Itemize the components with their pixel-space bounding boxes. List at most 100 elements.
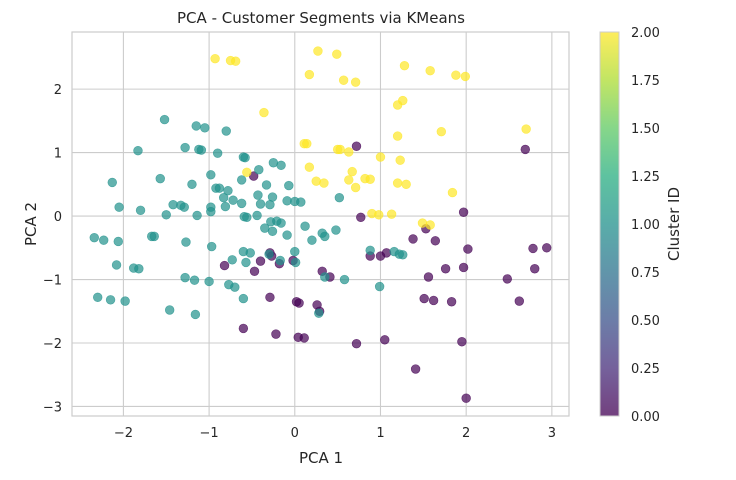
data-point-cluster-1 [89,232,99,243]
data-point-cluster-2 [425,220,435,230]
data-point-cluster-1 [252,210,262,221]
data-point-cluster-2 [347,166,357,177]
data-point-cluster-1 [334,192,345,203]
data-point-cluster-1 [93,292,103,303]
data-point-cluster-1 [211,183,221,193]
data-point-cluster-2 [436,126,447,137]
data-point-cluster-1 [200,123,210,133]
data-point-cluster-1 [206,241,217,252]
data-point-cluster-1 [204,276,214,287]
data-point-cluster-1 [282,230,292,240]
data-point-cluster-1 [190,309,201,320]
data-point-cluster-1 [320,272,330,282]
data-point-cluster-2 [311,176,321,186]
data-point-cluster-1 [181,237,191,247]
data-point-cluster-2 [398,95,408,106]
data-point-cluster-2 [395,155,405,165]
data-point-cluster-0 [419,293,429,304]
data-point-cluster-0 [423,272,434,282]
colorbar-label: Cluster ID [665,187,683,261]
data-point-cluster-1 [276,218,286,228]
data-point-cluster-0 [351,141,362,151]
data-point-cluster-1 [300,221,310,231]
data-point-cluster-1 [120,296,130,306]
data-point-cluster-0 [356,212,366,223]
data-point-cluster-0 [428,295,439,306]
data-point-cluster-1 [180,272,190,283]
data-point-cluster-0 [530,264,540,274]
data-point-cluster-1 [164,305,175,315]
y-tick-label: −3 [43,400,62,415]
colorbar: 0.00 0.25 0.50 0.75 1.00 1.25 1.50 1.75 2.00 Clu… [599,26,683,425]
data-point-cluster-2 [259,107,269,118]
data-point-cluster-2 [344,175,354,185]
data-point-cluster-1 [314,308,324,318]
data-point-cluster-2 [210,53,220,64]
data-point-cluster-1 [111,260,122,270]
data-point-cluster-1 [134,264,144,274]
data-point-cluster-0 [238,323,249,334]
data-point-cluster-0 [440,264,451,274]
data-point-cluster-0 [446,297,457,307]
colorbar-tick-label: 1.25 [631,170,660,185]
data-point-cluster-2 [302,139,312,149]
data-point-cluster-2 [304,69,315,80]
data-point-cluster-1 [179,202,189,212]
data-point-cluster-2 [344,147,354,157]
data-point-cluster-1 [114,202,124,212]
data-point-cluster-0 [458,262,469,273]
data-point-cluster-1 [238,293,249,304]
data-point-cluster-2 [447,187,458,198]
data-point-cluster-0 [408,234,418,244]
data-point-cluster-1 [220,201,231,212]
data-point-cluster-1 [196,145,207,155]
data-point-cluster-1 [189,275,200,285]
x-tick-label: 3 [548,426,556,441]
data-point-cluster-1 [245,248,255,258]
data-point-cluster-1 [107,177,117,188]
data-point-cluster-0 [294,298,304,308]
data-point-cluster-1 [365,245,375,256]
data-point-cluster-1 [241,257,251,268]
colorbar-tick-label: 1.75 [631,74,660,89]
data-point-cluster-1 [267,226,278,236]
data-point-cluster-1 [218,192,229,203]
data-point-cluster-2 [365,174,375,184]
data-point-cluster-2 [401,179,411,190]
data-point-cluster-1 [240,152,250,163]
data-point-cluster-0 [461,393,471,403]
data-point-cluster-1 [265,199,275,210]
data-point-cluster-0 [514,296,524,306]
data-point-cluster-0 [430,236,441,246]
data-point-cluster-2 [304,162,315,172]
x-axis-label: PCA 1 [299,449,343,467]
data-point-cluster-1 [221,126,231,136]
y-axis-label: PCA 2 [22,202,40,246]
data-point-cluster-1 [276,160,286,170]
data-point-cluster-1 [206,170,216,180]
x-tick-label: 1 [376,426,384,441]
data-point-cluster-1 [180,142,190,153]
data-point-cluster-1 [223,185,233,196]
data-point-cluster-2 [338,75,349,85]
data-point-cluster-0 [502,274,513,284]
data-point-cluster-1 [212,148,223,158]
data-point-cluster-2 [392,131,403,141]
data-point-cluster-1 [264,249,274,259]
colorbar-tick-labels: 0.00 0.25 0.50 0.75 1.00 1.25 1.50 1.75 2.00 [631,26,660,425]
data-point-cluster-1 [155,173,165,184]
data-point-cluster-1 [230,282,240,292]
data-point-cluster-1 [227,255,237,265]
data-point-cluster-1 [113,236,123,247]
data-point-cluster-2 [460,71,471,82]
data-point-cluster-1 [161,210,171,220]
data-point-cluster-0 [255,256,266,266]
colorbar-gradient [600,32,619,416]
data-point-cluster-2 [335,144,345,155]
data-point-cluster-1 [261,180,272,190]
y-tick-label: 1 [54,147,62,162]
x-tick-label: −2 [114,426,133,441]
colorbar-tick-label: 1.00 [631,218,660,233]
data-point-cluster-2 [386,209,397,219]
data-point-cluster-0 [299,333,309,343]
